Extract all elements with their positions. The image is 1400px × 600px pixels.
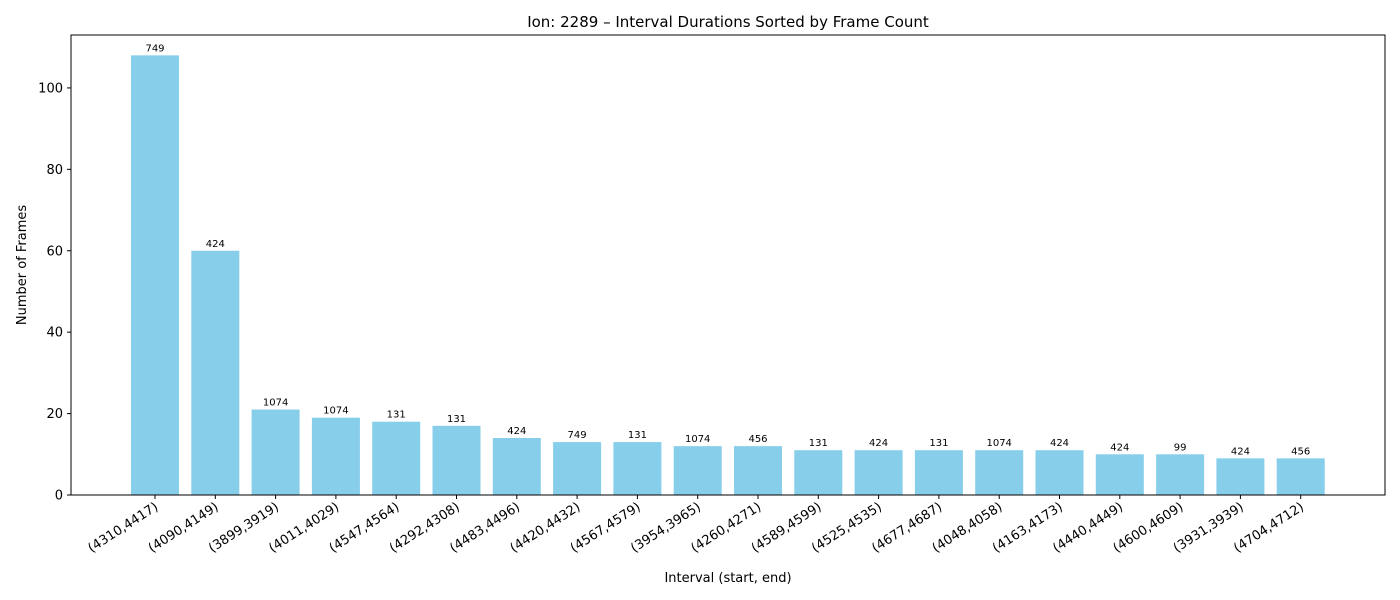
- bar-value-label: 456: [748, 434, 767, 445]
- bar-value-label: 131: [628, 430, 647, 441]
- bar-value-label: 1074: [986, 438, 1011, 449]
- bar-value-label: 1074: [323, 406, 348, 417]
- bar: [311, 417, 360, 495]
- bar: [613, 442, 662, 495]
- x-axis-label: Interval (start, end): [664, 571, 791, 586]
- y-tick-label: 80: [46, 163, 63, 178]
- bar: [673, 446, 722, 495]
- y-tick-label: 40: [46, 326, 63, 341]
- bar: [251, 409, 300, 495]
- bar-value-label: 1074: [685, 434, 710, 445]
- y-tick-label: 100: [38, 81, 63, 96]
- bar: [1035, 450, 1084, 495]
- bar-value-label: 749: [145, 43, 164, 54]
- bar: [191, 250, 240, 495]
- bar: [553, 442, 602, 495]
- bar-value-label: 424: [1110, 442, 1129, 453]
- bar: [1095, 454, 1144, 495]
- bar: [131, 55, 179, 495]
- y-tick-label: 0: [55, 489, 63, 504]
- bar: [794, 450, 843, 495]
- bar: [914, 450, 963, 495]
- bar: [372, 421, 421, 495]
- bar: [975, 450, 1024, 495]
- bar-value-label: 131: [809, 438, 828, 449]
- bar-value-label: 456: [1291, 446, 1310, 457]
- bar-value-label: 424: [1050, 438, 1069, 449]
- bar: [492, 438, 541, 495]
- bar: [734, 446, 782, 495]
- y-tick-label: 60: [46, 244, 63, 259]
- plot-frame: [70, 34, 1386, 496]
- bars-layer: 749 424 1074 1074 131 131 424 749 131 1074 456 131 4…: [131, 43, 1325, 495]
- bar-value-label: 424: [1231, 446, 1250, 457]
- bar-value-label: 424: [507, 426, 526, 437]
- bar: [432, 425, 481, 495]
- bar: [1216, 458, 1265, 495]
- bar-value-label: 99: [1174, 442, 1187, 453]
- bar-value-label: 131: [447, 414, 466, 425]
- bar-value-label: 424: [869, 438, 888, 449]
- bar: [1156, 454, 1205, 495]
- bar-value-label: 749: [568, 430, 587, 441]
- bar: [1276, 458, 1325, 495]
- y-tick-label: 20: [46, 407, 63, 422]
- bar-value-label: 131: [929, 438, 948, 449]
- bar-value-label: 424: [206, 239, 225, 250]
- chart-title: Ion: 2289 – Interval Durations Sorted by…: [527, 13, 929, 31]
- bar-value-label: 1074: [263, 398, 288, 409]
- bar: [854, 450, 903, 495]
- y-axis-label: Number of Frames: [15, 205, 30, 326]
- bar-value-label: 131: [387, 410, 406, 421]
